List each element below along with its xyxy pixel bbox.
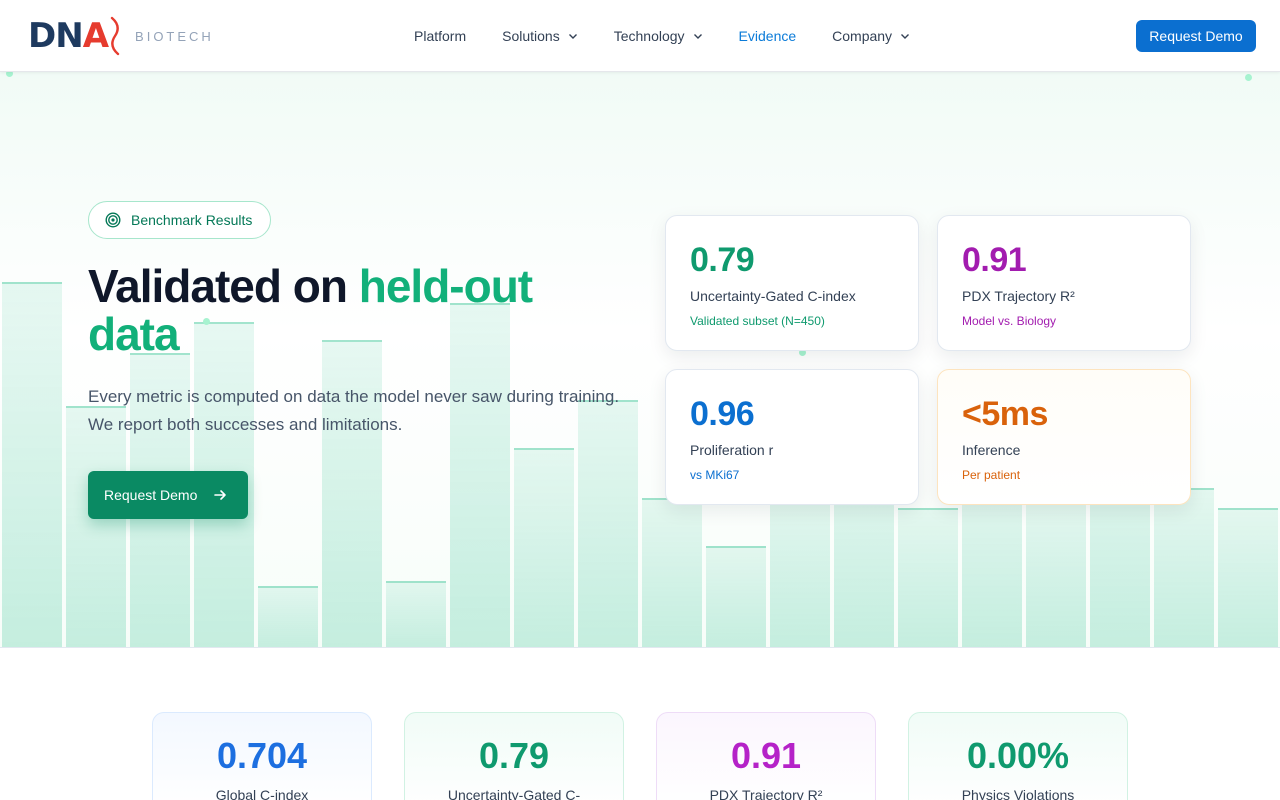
nav-label: Platform <box>414 28 467 44</box>
stat-value: 0.91 <box>730 735 802 776</box>
bg-bar <box>770 488 830 648</box>
benchmark-badge: Benchmark Results <box>88 201 272 239</box>
metric-label: Proliferation r <box>690 442 774 458</box>
chevron-down-icon <box>693 34 702 39</box>
metric-sublabel: vs MKi67 <box>690 468 740 482</box>
metric-label: Uncertainty-Gated C-index <box>690 288 856 304</box>
metric-value: 0.91 <box>962 241 1027 279</box>
bg-bar <box>386 581 446 648</box>
metric-card-proliferation: 0.96 Proliferation r vs MKi67 <box>665 369 919 505</box>
bg-bar <box>514 448 574 648</box>
cta-label: Request Demo <box>104 487 198 503</box>
chevron-down-icon <box>568 34 577 39</box>
nav-item-platform[interactable]: Platform <box>414 28 466 44</box>
metric-sublabel: Model vs. Biology <box>962 314 1057 328</box>
stat-card-global-cindex: 0.704 Global C-index <box>152 712 372 800</box>
nav-label: Solutions <box>502 28 560 44</box>
metric-value: 0.79 <box>690 241 755 279</box>
hero-request-demo-button[interactable]: Request Demo <box>88 471 248 519</box>
nav-item-solutions[interactable]: Solutions <box>502 28 578 44</box>
target-icon <box>105 212 121 228</box>
bg-bar <box>66 406 126 648</box>
stat-label: Global C-index <box>215 787 309 800</box>
bg-bar <box>450 303 510 648</box>
stat-label: Uncertainty-Gated C- <box>447 787 581 800</box>
logo-subtitle: BIOTECH <box>135 28 214 44</box>
hero-section <box>0 72 1280 648</box>
arrow-right-icon <box>214 490 227 500</box>
decor-dot <box>6 70 13 77</box>
badge-label: Benchmark Results <box>131 212 253 228</box>
metric-card-pdx: 0.91 PDX Trajectory R² Model vs. Biology <box>937 215 1191 351</box>
dna-helix-icon <box>110 16 120 56</box>
decor-dot <box>203 318 210 325</box>
stat-card-physics: 0.00% Physics Violations <box>908 712 1128 800</box>
metric-label: Inference <box>962 442 1021 458</box>
header-request-demo-button[interactable]: Request Demo <box>1136 20 1256 52</box>
site-header: DNA BIOTECH Platform Solutions Technolog… <box>0 0 1280 72</box>
metric-value: <5ms <box>962 395 1048 433</box>
stat-card-gated-cindex: 0.79 Uncertainty-Gated C- <box>404 712 624 800</box>
decor-dot <box>799 349 806 356</box>
chevron-down-icon <box>901 34 910 39</box>
logo[interactable]: DNA BIOTECH <box>28 16 214 56</box>
nav-label: Technology <box>613 28 685 44</box>
hero-title-plain: Validated on <box>88 260 359 312</box>
metric-card-inference: <5ms Inference Per patient <box>937 369 1191 505</box>
stat-value: 0.79 <box>478 735 550 776</box>
bg-bar <box>258 586 318 648</box>
bg-bar <box>898 508 958 648</box>
hero-title: Validated on held-out data <box>88 262 628 358</box>
bg-bar <box>1218 508 1278 648</box>
metric-value: 0.96 <box>690 395 755 433</box>
decor-dot <box>1245 74 1252 81</box>
stat-label: PDX Trajectory R² <box>709 787 823 800</box>
metric-label: PDX Trajectory R² <box>962 288 1075 304</box>
nav-item-evidence[interactable]: Evidence <box>739 28 797 44</box>
bg-bar <box>2 282 62 648</box>
bg-bar <box>642 498 702 648</box>
stat-value: 0.00% <box>966 735 1070 776</box>
hero-divider <box>0 647 1280 648</box>
background-bars <box>0 72 1280 648</box>
nav-label: Company <box>832 28 893 44</box>
bg-bar <box>578 400 638 648</box>
hero-subtitle: Every metric is computed on data the mod… <box>88 387 620 434</box>
main-nav: Platform Solutions Technology Evidence C… <box>414 0 946 72</box>
nav-item-technology[interactable]: Technology <box>614 28 703 44</box>
bg-bar <box>322 340 382 648</box>
stat-label: Physics Violations <box>961 787 1075 800</box>
bg-bar <box>706 546 766 648</box>
metric-sublabel: Validated subset (N=450) <box>690 314 825 328</box>
logo-wordmark: DNA <box>28 16 109 56</box>
metric-card-cindex: 0.79 Uncertainty-Gated C-index Validated… <box>665 215 919 351</box>
hero-title-accent: held-out data <box>88 260 533 360</box>
metric-sublabel: Per patient <box>962 468 1021 482</box>
stat-value: 0.704 <box>216 735 308 776</box>
nav-item-company[interactable]: Company <box>832 28 910 44</box>
bg-bar <box>1154 488 1214 648</box>
bg-bar <box>1026 498 1086 648</box>
stat-card-pdx: 0.91 PDX Trajectory R² <box>656 712 876 800</box>
nav-label: Evidence <box>738 28 797 44</box>
